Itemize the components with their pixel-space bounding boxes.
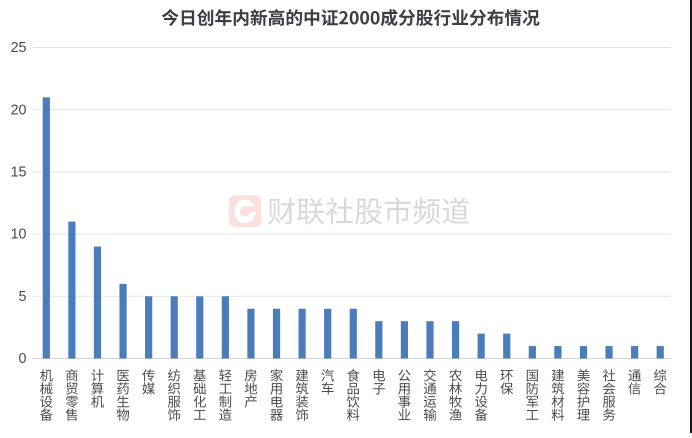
- svg-text:0: 0: [19, 351, 27, 367]
- svg-text:25: 25: [11, 40, 27, 56]
- svg-text:5: 5: [19, 289, 27, 305]
- svg-text:10: 10: [11, 227, 27, 243]
- svg-text:20: 20: [11, 102, 27, 118]
- svg-text:15: 15: [11, 165, 27, 181]
